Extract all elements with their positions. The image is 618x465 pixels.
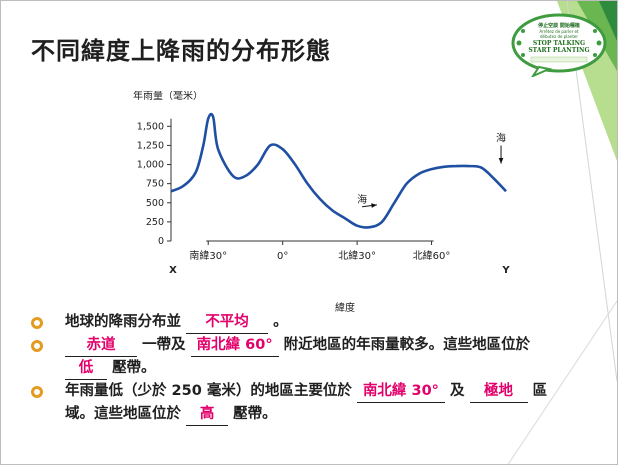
bullet-3-text-c: 區域。這些地區位於 — [65, 383, 548, 422]
stop-talking-logo: 停止空談 開始種植 Arrêtez de parler et débutez d… — [511, 13, 607, 77]
y-tick-label: 1,250 — [137, 140, 164, 151]
logo-line-5: START PLANTING — [528, 47, 589, 54]
bullet-2-text-a: 一帶及 — [142, 337, 186, 353]
y-tick-label: 1,000 — [137, 160, 164, 171]
bullet-dot-icon — [31, 386, 43, 398]
annotation-arrowhead — [498, 158, 504, 164]
bullet-1-text-b: 。 — [273, 314, 288, 330]
x-end-label: X — [169, 265, 177, 276]
bullet-1-blank: 不平均 — [186, 311, 269, 334]
logo-line-3: débutez de planter — [540, 34, 578, 39]
annotation-label: 海 — [357, 193, 367, 206]
x-axis: 南緯30° 0° 北緯30° 北緯60° X Y — [169, 240, 510, 276]
bullet-2-blank-2: 南北緯 60° — [190, 334, 279, 357]
x-tick-label: 南緯30° — [189, 249, 227, 262]
bullet-3-text-d: 壓帶。 — [233, 406, 277, 422]
annotations: 海海 — [357, 132, 506, 208]
bullet-1: 地球的降雨分布並 不平均 。 — [31, 311, 571, 334]
bullet-3-blank-1: 南北緯 30° — [356, 380, 445, 403]
y-tick-label: 250 — [146, 217, 164, 228]
slide-title: 不同緯度上降雨的分布形態 — [31, 37, 331, 65]
bullet-2-text-c: 壓帶。 — [112, 360, 156, 376]
y-tick-label: 1,500 — [137, 121, 164, 132]
bullet-2: 赤道 一帶及 南北緯 60° 附近地區的年雨量較多。這些地區位於 低 壓帶。 — [31, 334, 571, 380]
bullet-3-blank-3: 高 — [186, 403, 229, 426]
rainfall-latitude-chart: 年雨量（毫米） 0 250 500 750 1,000 1,250 1,500 南緯30° 0… — [133, 91, 510, 314]
bullet-1-text-a: 地球的降雨分布並 — [65, 314, 181, 330]
annotation-arrowhead — [371, 203, 377, 208]
bullet-3-text-b: 及 — [449, 383, 465, 399]
y-tick-label: 750 — [146, 179, 164, 190]
x-end-label: Y — [501, 265, 510, 276]
x-tick-label: 北緯60° — [413, 249, 451, 262]
bullet-3: 年雨量低（少於 250 毫米）的地區主要位於 南北緯 30° 及 極地 區域。這… — [31, 380, 571, 426]
bullet-2-text-b: 附近地區的年雨量較多。這些地區位於 — [283, 337, 531, 353]
bullet-list: 地球的降雨分布並 不平均 。 赤道 一帶及 南北緯 60° 附近地區的年雨量較多… — [31, 311, 571, 426]
bullet-3-blank-2: 極地 — [469, 380, 528, 403]
x-tick-label: 0° — [277, 251, 288, 262]
rainfall-line — [170, 112, 507, 229]
bullet-3-text-a: 年雨量低（少於 250 毫米）的地區主要位於 — [65, 383, 352, 399]
bullet-dot-icon — [31, 317, 43, 329]
y-tick-label: 500 — [146, 198, 164, 209]
y-axis: 0 250 500 750 1,000 1,250 1,500 — [137, 118, 172, 247]
x-axis-label: 緯度 — [335, 301, 355, 314]
y-axis-label: 年雨量（毫米） — [133, 91, 203, 102]
bullet-2-blank-1: 赤道 — [65, 334, 137, 357]
x-tick-label: 北緯30° — [338, 249, 376, 262]
logo-line-4: STOP TALKING — [533, 40, 585, 47]
logo-line-1: 停止空談 開始種植 — [538, 22, 580, 29]
bullet-2-blank-3: 低 — [65, 357, 107, 380]
y-tick-label: 0 — [158, 236, 164, 247]
bullet-dot-icon — [31, 340, 43, 352]
logo-line-2: Arrêtez de parler et — [539, 29, 579, 34]
annotation-label: 海 — [496, 132, 506, 145]
